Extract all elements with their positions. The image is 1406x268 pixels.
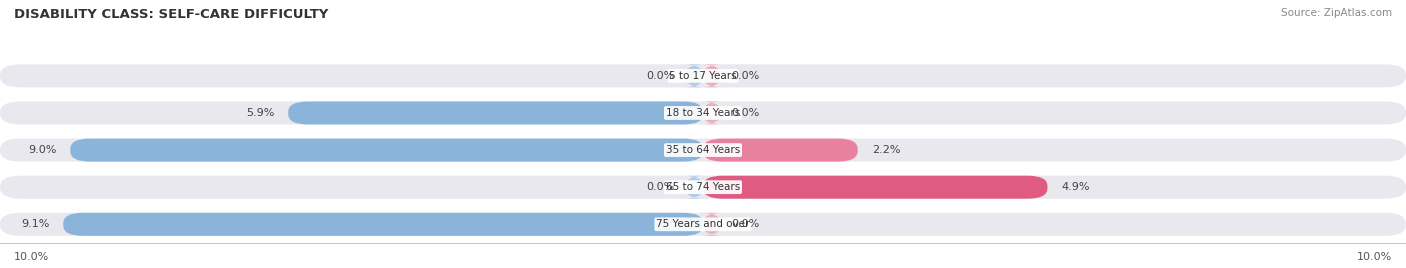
Text: Source: ZipAtlas.com: Source: ZipAtlas.com xyxy=(1281,8,1392,18)
Text: 65 to 74 Years: 65 to 74 Years xyxy=(666,182,740,192)
Text: 0.0%: 0.0% xyxy=(731,71,759,81)
FancyBboxPatch shape xyxy=(700,102,723,124)
FancyBboxPatch shape xyxy=(63,213,703,236)
FancyBboxPatch shape xyxy=(700,213,723,236)
FancyBboxPatch shape xyxy=(0,102,1406,124)
Text: 75 Years and over: 75 Years and over xyxy=(657,219,749,229)
FancyBboxPatch shape xyxy=(70,139,703,162)
FancyBboxPatch shape xyxy=(0,64,1406,87)
Text: 0.0%: 0.0% xyxy=(647,182,675,192)
FancyBboxPatch shape xyxy=(0,176,1406,199)
Text: 9.0%: 9.0% xyxy=(28,145,56,155)
FancyBboxPatch shape xyxy=(703,176,1047,199)
Text: 0.0%: 0.0% xyxy=(731,108,759,118)
Text: 0.0%: 0.0% xyxy=(647,71,675,81)
Text: 4.9%: 4.9% xyxy=(1062,182,1090,192)
Text: DISABILITY CLASS: SELF-CARE DIFFICULTY: DISABILITY CLASS: SELF-CARE DIFFICULTY xyxy=(14,8,329,21)
Text: 2.2%: 2.2% xyxy=(872,145,900,155)
Text: 10.0%: 10.0% xyxy=(14,252,49,262)
Text: 10.0%: 10.0% xyxy=(1357,252,1392,262)
FancyBboxPatch shape xyxy=(703,139,858,162)
FancyBboxPatch shape xyxy=(683,64,706,87)
Text: 18 to 34 Years: 18 to 34 Years xyxy=(666,108,740,118)
FancyBboxPatch shape xyxy=(683,176,706,199)
Text: 5.9%: 5.9% xyxy=(246,108,274,118)
Text: 5 to 17 Years: 5 to 17 Years xyxy=(669,71,737,81)
Text: 35 to 64 Years: 35 to 64 Years xyxy=(666,145,740,155)
FancyBboxPatch shape xyxy=(0,139,1406,162)
Text: 0.0%: 0.0% xyxy=(731,219,759,229)
FancyBboxPatch shape xyxy=(0,213,1406,236)
Text: 9.1%: 9.1% xyxy=(21,219,49,229)
FancyBboxPatch shape xyxy=(700,64,723,87)
FancyBboxPatch shape xyxy=(288,102,703,124)
